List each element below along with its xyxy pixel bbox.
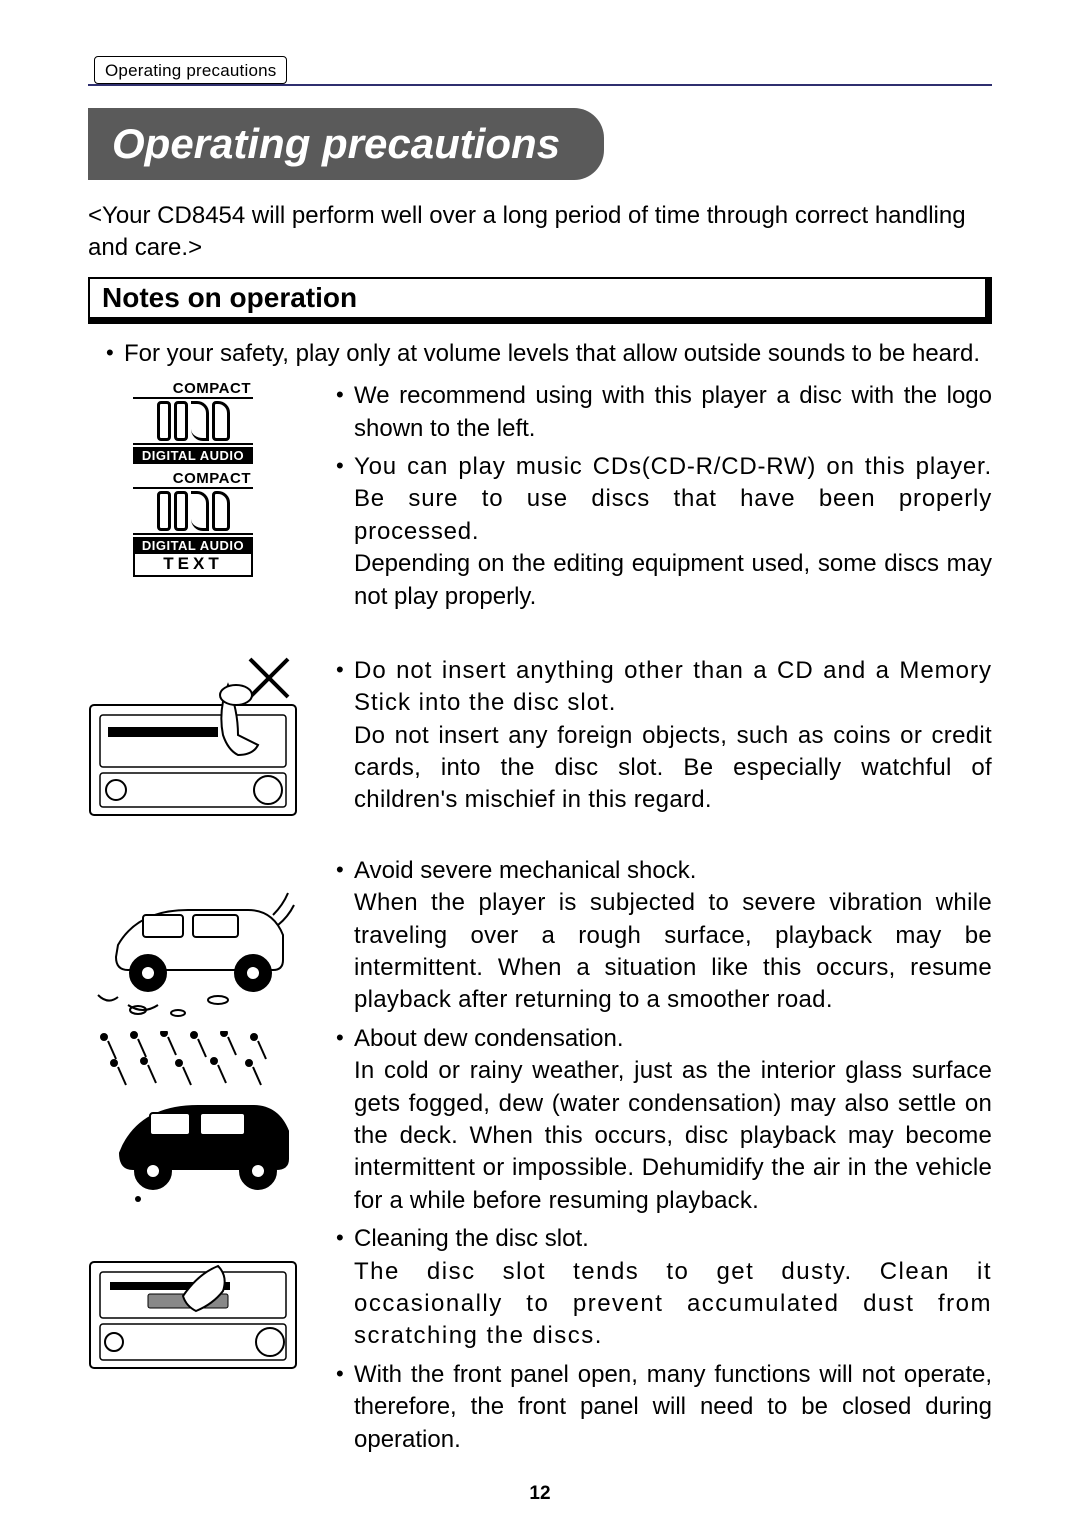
- logo-digital-audio-label-2: DIGITAL AUDIO: [133, 537, 253, 554]
- section-heading-notes: Notes on operation: [88, 277, 992, 324]
- logo-digital-audio-label: DIGITAL AUDIO: [133, 447, 253, 464]
- bullet-dew-text-2: In cold or rainy weather, just as the in…: [354, 1055, 992, 1217]
- bullet-shock-text: Avoid severe mechanical shock.: [354, 855, 992, 887]
- bullet-dot-icon: •: [336, 1023, 354, 1053]
- bullet-dew-cont: In cold or rainy weather, just as the in…: [336, 1055, 992, 1217]
- section-disc-logos: COMPACT DIGITAL AUDIO COMPACT DIGITAL AU…: [88, 380, 992, 613]
- bullet-noinsert-text: Do not insert anything other than a CD a…: [354, 655, 992, 720]
- page-number: 12: [0, 1483, 1080, 1505]
- bullet-cdr-text: You can play music CDs(CD-R/CD-RW) on th…: [354, 451, 992, 548]
- bullet-clean-text: Cleaning the disc slot.: [354, 1223, 992, 1255]
- car-stereo-x-icon: [88, 655, 298, 825]
- section-disc-text: • We recommend using with this player a …: [336, 380, 992, 613]
- bullet-clean: • Cleaning the disc slot.: [336, 1223, 992, 1255]
- top-divider: [88, 84, 992, 86]
- illustration-disc-logos: COMPACT DIGITAL AUDIO COMPACT DIGITAL AU…: [88, 380, 314, 613]
- bullet-cdr: • You can play music CDs(CD-R/CD-RW) on …: [336, 451, 992, 548]
- section-shock-dew: • Avoid severe mechanical shock. When th…: [88, 855, 992, 1256]
- page-title-banner: Operating precautions: [88, 108, 604, 180]
- manual-page: Operating precautions Operating precauti…: [0, 0, 1080, 1533]
- bullet-shock: • Avoid severe mechanical shock.: [336, 855, 992, 887]
- bullet-safety: • For your safety, play only at volume l…: [88, 338, 992, 370]
- compact-disc-logo-icon: COMPACT DIGITAL AUDIO: [133, 380, 253, 464]
- compact-disc-text-logo-icon: COMPACT DIGITAL AUDIO TEXT: [133, 470, 253, 577]
- bullet-panel: • With the front panel open, many functi…: [336, 1359, 992, 1456]
- bullet-panel-text: With the front panel open, many function…: [354, 1359, 992, 1456]
- car-rain-icon: [88, 1031, 298, 1206]
- bullet-shock-text-2: When the player is subjected to severe v…: [354, 887, 992, 1017]
- bullet-dot-icon: •: [106, 338, 124, 368]
- bullet-dew-text: About dew condensation.: [354, 1023, 992, 1055]
- bullet-recommend-text: We recommend using with this player a di…: [354, 380, 992, 445]
- car-stereo-clean-icon: [88, 1256, 298, 1376]
- bullet-dot-icon: •: [336, 1359, 354, 1389]
- illustration-wrong-insert: [88, 655, 314, 825]
- logo-compact-label: COMPACT: [133, 380, 253, 397]
- bullet-clean-text-2: The disc slot tends to get dusty. Clean …: [354, 1256, 992, 1353]
- car-bumpy-road-icon: [88, 855, 298, 1025]
- bullet-noinsert-cont: Do not insert any foreign objects, such …: [336, 720, 992, 817]
- bullet-dot-icon: •: [336, 1223, 354, 1253]
- bullet-clean-cont: The disc slot tends to get dusty. Clean …: [336, 1256, 992, 1353]
- bullet-dot-icon: •: [336, 855, 354, 885]
- illustration-rough-road: [88, 855, 298, 1025]
- bullet-noinsert: • Do not insert anything other than a CD…: [336, 655, 992, 720]
- section-clean-panel: The disc slot tends to get dusty. Clean …: [88, 1256, 992, 1456]
- header-tab: Operating precautions: [94, 56, 287, 84]
- bullet-dew: • About dew condensation.: [336, 1023, 992, 1055]
- logo-text-label: TEXT: [133, 554, 253, 577]
- bullet-cdr-cont: Depending on the editing equipment used,…: [336, 548, 992, 613]
- intro-text: <Your CD8454 will perform well over a lo…: [88, 200, 992, 265]
- bullet-safety-text: For your safety, play only at volume lev…: [124, 338, 992, 370]
- illustration-clean-slot: [88, 1256, 298, 1376]
- bullet-cdr-text-2: Depending on the editing equipment used,…: [354, 548, 992, 613]
- section-noinsert: • Do not insert anything other than a CD…: [88, 655, 992, 825]
- bullet-recommend: • We recommend using with this player a …: [336, 380, 992, 445]
- illustration-rain-car: [88, 1031, 298, 1206]
- bullet-shock-cont: When the player is subjected to severe v…: [336, 887, 992, 1017]
- bullet-dot-icon: •: [336, 655, 354, 685]
- logo-compact-label-2: COMPACT: [133, 470, 253, 487]
- bullet-dot-icon: •: [336, 451, 354, 481]
- bullet-dot-icon: •: [336, 380, 354, 410]
- bullet-noinsert-text-2: Do not insert any foreign objects, such …: [354, 720, 992, 817]
